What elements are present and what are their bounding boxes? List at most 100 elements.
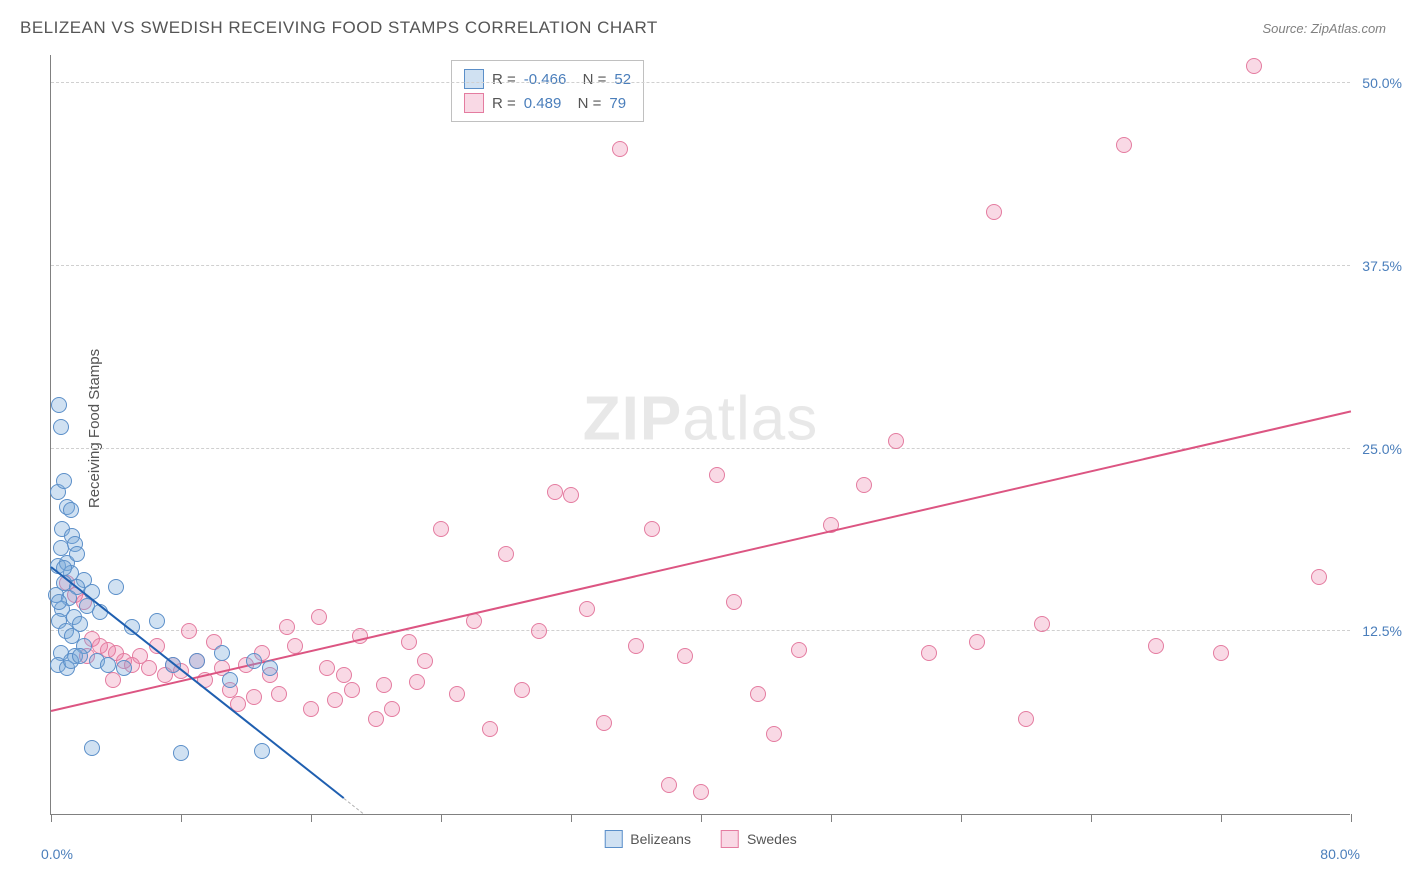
belizeans-point [53, 540, 69, 556]
swedes-point [547, 484, 563, 500]
swedes-point [750, 686, 766, 702]
belizeans-point [84, 740, 100, 756]
belizeans-point [53, 419, 69, 435]
y-tick-label: 37.5% [1362, 258, 1402, 274]
swedes-point [791, 642, 807, 658]
belizeans-point [254, 743, 270, 759]
swedes-point [612, 141, 628, 157]
swedes-point [311, 609, 327, 625]
swedes-point [141, 660, 157, 676]
swedes-point [401, 634, 417, 650]
y-tick-label: 50.0% [1362, 75, 1402, 91]
swedes-point [693, 784, 709, 800]
swedes-point [563, 487, 579, 503]
swedes-point [514, 682, 530, 698]
y-tick-label: 25.0% [1362, 441, 1402, 457]
belizeans-point [222, 672, 238, 688]
belizeans-point [189, 653, 205, 669]
x-min-label: 0.0% [41, 846, 73, 862]
swedes-point [986, 204, 1002, 220]
swedes-point [344, 682, 360, 698]
swedes-point [303, 701, 319, 717]
belizeans-point [69, 546, 85, 562]
swedes-point [888, 433, 904, 449]
r-value-belizeans: -0.466 [524, 71, 567, 88]
legend-label: Swedes [747, 831, 797, 847]
legend-row-swedes: R = 0.489 N = 79 [464, 91, 631, 115]
swedes-point [409, 674, 425, 690]
swedes-trend-line [51, 410, 1351, 712]
x-tick [1091, 814, 1092, 822]
swedes-point [1213, 645, 1229, 661]
r-value-swedes: 0.489 [524, 95, 562, 112]
swatch-belizeans [464, 69, 484, 89]
swedes-point [181, 623, 197, 639]
belizeans-point [51, 397, 67, 413]
swedes-point [327, 692, 343, 708]
x-max-label: 80.0% [1320, 846, 1360, 862]
swatch-belizeans [604, 830, 622, 848]
x-tick [441, 814, 442, 822]
belizeans-point [100, 657, 116, 673]
stat-label: R = [492, 95, 516, 112]
y-tick-label: 12.5% [1362, 623, 1402, 639]
swedes-point [709, 467, 725, 483]
swedes-point [969, 634, 985, 650]
belizeans-trend-dashed [343, 798, 362, 813]
x-tick [1221, 814, 1222, 822]
swedes-point [336, 667, 352, 683]
chart-title: BELIZEAN VS SWEDISH RECEIVING FOOD STAMP… [20, 18, 658, 38]
swedes-point [319, 660, 335, 676]
swedes-point [1018, 711, 1034, 727]
legend-item-belizeans: Belizeans [604, 830, 691, 848]
belizeans-point [214, 645, 230, 661]
belizeans-point [108, 579, 124, 595]
swedes-point [417, 653, 433, 669]
correlation-legend: R = -0.466 N = 52 R = 0.489 N = 79 [451, 60, 644, 122]
belizeans-point [262, 660, 278, 676]
swedes-point [384, 701, 400, 717]
x-tick [1351, 814, 1352, 822]
swatch-swedes [464, 93, 484, 113]
source-label: Source: ZipAtlas.com [1262, 21, 1386, 36]
series-legend: Belizeans Swedes [604, 830, 797, 848]
swedes-point [661, 777, 677, 793]
swedes-point [279, 619, 295, 635]
belizeans-trend-line [50, 567, 344, 799]
swedes-point [1311, 569, 1327, 585]
x-tick [701, 814, 702, 822]
x-tick [571, 814, 572, 822]
x-tick [961, 814, 962, 822]
belizeans-point [116, 660, 132, 676]
swedes-point [726, 594, 742, 610]
belizeans-point [72, 648, 88, 664]
chart-header: BELIZEAN VS SWEDISH RECEIVING FOOD STAMP… [0, 0, 1406, 46]
belizeans-point [51, 594, 67, 610]
swedes-point [246, 689, 262, 705]
gridline [51, 630, 1350, 631]
belizeans-point [63, 502, 79, 518]
swedes-point [1148, 638, 1164, 654]
swedes-point [1246, 58, 1262, 74]
swedes-point [271, 686, 287, 702]
belizeans-point [149, 613, 165, 629]
n-value-belizeans: 52 [614, 71, 631, 88]
gridline [51, 265, 1350, 266]
gridline [51, 82, 1350, 83]
swedes-point [531, 623, 547, 639]
watermark: ZIPatlas [583, 384, 818, 455]
swedes-point [449, 686, 465, 702]
x-tick [51, 814, 52, 822]
legend-item-swedes: Swedes [721, 830, 797, 848]
stat-label: N = [574, 71, 606, 88]
n-value-swedes: 79 [609, 95, 626, 112]
swedes-point [368, 711, 384, 727]
swatch-swedes [721, 830, 739, 848]
belizeans-point [173, 745, 189, 761]
legend-row-belizeans: R = -0.466 N = 52 [464, 67, 631, 91]
stat-label: N = [569, 95, 601, 112]
swedes-point [579, 601, 595, 617]
swedes-point [766, 726, 782, 742]
swedes-point [628, 638, 644, 654]
swedes-point [596, 715, 612, 731]
